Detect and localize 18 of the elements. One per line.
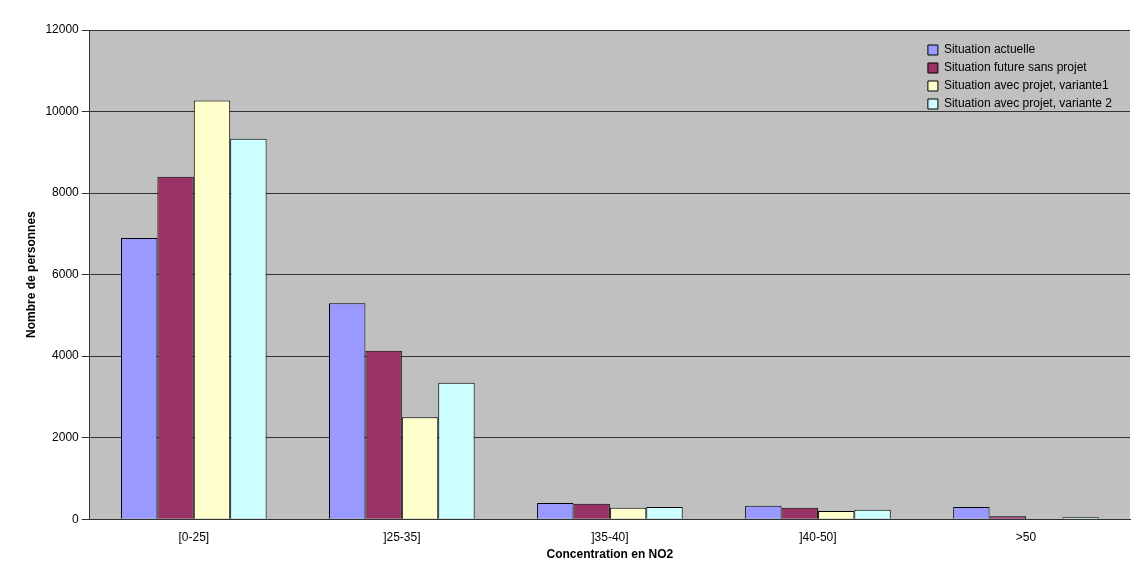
y-tick-label: 4000 [52,348,80,363]
x-tick-label: ]35-40] [591,529,629,544]
legend-label: Situation avec projet, variante1 [943,78,1109,93]
x-tick-label: [0-25] [178,529,210,544]
y-axis-title: Nombre de personnes [23,210,38,338]
x-tick-label: ]25-35] [383,529,421,544]
legend-label: Situation avec projet, variante 2 [943,96,1113,111]
x-tick-label: >50 [1015,529,1037,544]
x-tick-label: ]40-50] [799,529,837,544]
y-tick-label: 0 [72,511,80,526]
y-tick-label: 6000 [52,266,80,281]
x-axis-title: Concentration en NO2 [546,547,674,562]
y-tick-label: 2000 [52,429,80,444]
y-tick-label: 8000 [52,185,80,200]
y-tick-label: 10000 [45,103,80,118]
legend-label: Situation future sans projet [943,60,1088,75]
y-tick-label: 12000 [45,22,80,37]
legend-label: Situation actuelle [943,42,1036,57]
